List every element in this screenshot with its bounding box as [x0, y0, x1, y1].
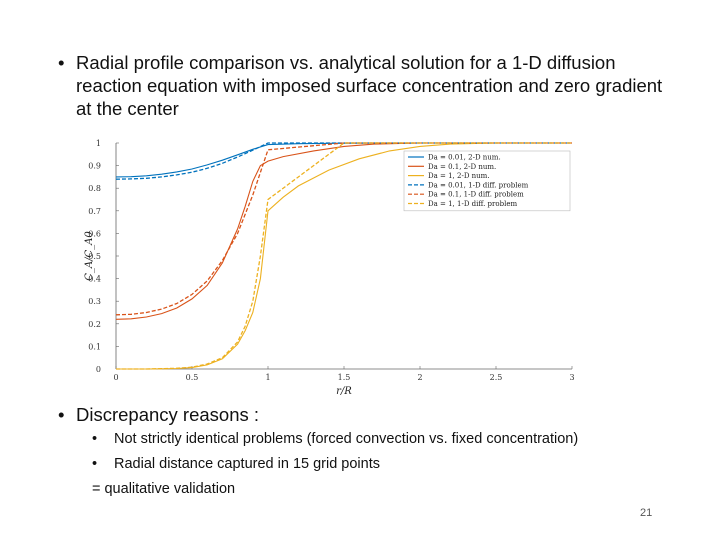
legend-box: [403, 150, 571, 212]
bullet-discrepancy: • Discrepancy reasons :: [58, 403, 458, 426]
sub-bullet-problems: • Not strictly identical problems (force…: [92, 430, 578, 448]
sub-bullet-grid: • Radial distance captured in 15 grid po…: [92, 455, 380, 473]
y-tick-label: 0: [96, 365, 101, 374]
x-tick-label: 2: [417, 373, 422, 382]
x-axis-label: r/R: [336, 386, 352, 397]
sub-bullet-dot: •: [92, 456, 98, 472]
y-tick-label: 0.8: [88, 184, 101, 193]
series-line: [115, 142, 572, 320]
x-tick-label: 0: [113, 373, 118, 382]
legend-label: Da = 0.01, 1-D diff. problem: [428, 181, 529, 189]
qualitative-validation-note: = qualitative validation: [92, 481, 236, 497]
y-axis-label: C_A/C_A0: [84, 231, 95, 281]
y-tick-label: 1: [96, 139, 101, 148]
series-line: [115, 142, 572, 316]
sub-bullet-dot: •: [92, 431, 98, 447]
page-number: 21: [640, 507, 653, 519]
bullet-dot: •: [58, 52, 65, 73]
series-line: [115, 142, 572, 180]
y-tick-label: 0.9: [88, 162, 101, 171]
bullet-text: Radial profile comparison vs. analytical…: [76, 52, 663, 119]
x-tick-label: 1.5: [338, 373, 351, 382]
bullet-radial-profile: • Radial profile comparison vs. analytic…: [58, 51, 678, 120]
legend-label: Da = 0.1, 2-D num.: [428, 163, 496, 171]
profile-chart: 0 0.1 0.2 0.3 0.4 0.5 0.6 0.7 0.8 0.9 1 0 0.5 1 1.5 2 2.…: [84, 139, 575, 397]
series-line: [116, 142, 572, 370]
legend-label: Da = 0.1, 1-D diff. problem: [428, 191, 524, 199]
y-tick-label: 0.3: [88, 297, 101, 306]
x-tick-label: 2.5: [490, 373, 503, 382]
bullet-dot: •: [58, 404, 65, 425]
y-tick-label: 0.4: [88, 275, 101, 284]
legend-label: Da = 0.01, 2-D num.: [428, 154, 501, 162]
x-tick-label: 1: [265, 373, 270, 382]
legend-label: Da = 1, 2-D num.: [428, 172, 490, 180]
sub-bullet-text: Radial distance captured in 15 grid poin…: [114, 456, 380, 472]
sub-bullet-text: Not strictly identical problems (forced …: [114, 431, 579, 447]
x-tick-label: 0.5: [186, 373, 199, 382]
bullet-text: Discrepancy reasons :: [76, 404, 260, 425]
y-tick-label: 0.6: [88, 229, 101, 238]
y-tick-label: 0.1: [88, 342, 101, 351]
y-tick-label: 0.5: [88, 252, 101, 261]
legend-label: Da = 1, 1-D diff. problem: [428, 200, 517, 208]
y-tick-label: 0.2: [88, 320, 101, 329]
x-tick-label: 3: [569, 373, 574, 382]
y-tick-label: 0.7: [88, 207, 101, 216]
